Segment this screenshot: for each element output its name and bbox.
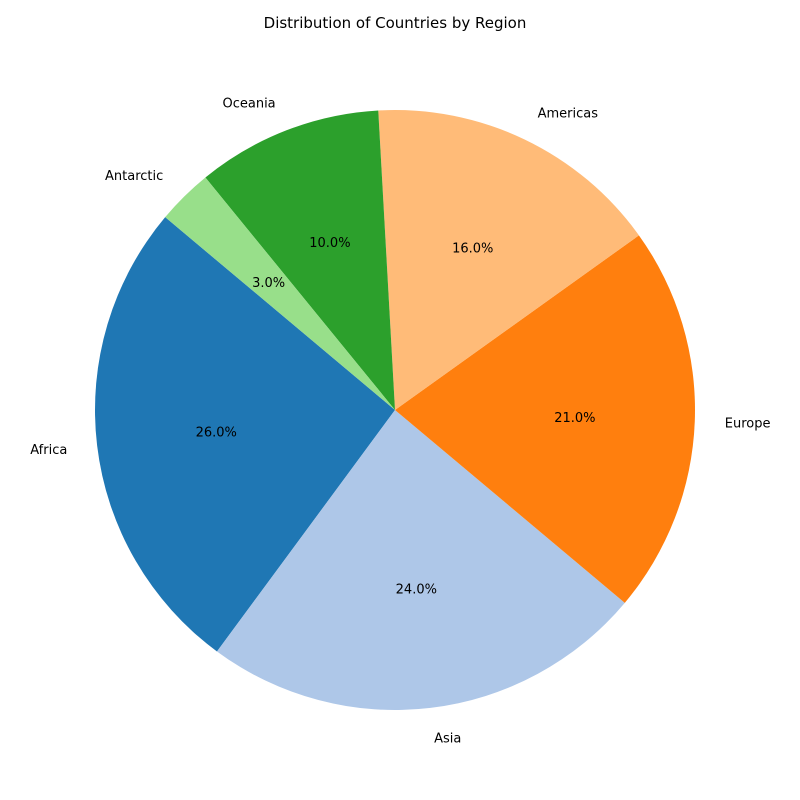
slice-label-antarctic: Antarctic	[105, 169, 163, 184]
pie-slice-africa	[94, 217, 395, 652]
chart-title: Distribution of Countries by Region	[264, 14, 527, 32]
pie-slice-americas	[378, 110, 639, 411]
pie-slice-antarctic	[165, 177, 395, 410]
slice-label-africa: Africa	[30, 443, 67, 458]
pct-label-antarctic: 3.0%	[252, 276, 285, 291]
pie-labels: Africa 26.0% Asia 24.0% Europe 21.0% Americas 1…	[30, 96, 770, 746]
pie-slice-oceania	[205, 110, 395, 410]
pie-slices	[94, 110, 696, 711]
pie-slice-asia	[216, 410, 625, 711]
pct-label-africa: 26.0%	[196, 425, 237, 440]
pct-label-europe: 21.0%	[554, 411, 595, 426]
pct-label-asia: 24.0%	[396, 583, 437, 598]
slice-label-asia: Asia	[434, 732, 461, 747]
slice-label-europe: Europe	[725, 417, 771, 432]
pie-slice-europe	[395, 235, 696, 603]
pct-label-oceania: 10.0%	[309, 236, 350, 251]
pct-label-americas: 16.0%	[452, 242, 493, 257]
slice-label-americas: Americas	[538, 106, 599, 121]
slice-label-oceania: Oceania	[222, 96, 275, 111]
